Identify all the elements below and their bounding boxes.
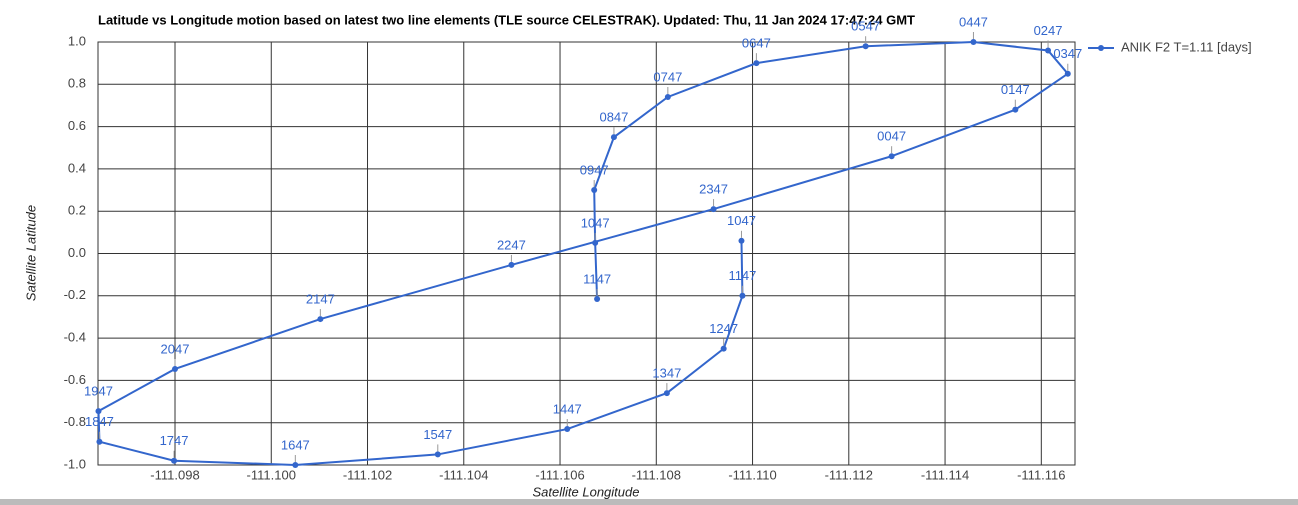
point bbox=[95, 408, 102, 415]
x-tick-label: -111.112 bbox=[825, 467, 873, 482]
x-tick-label: -111.106 bbox=[535, 467, 584, 482]
y-tick-label: -0.4 bbox=[64, 330, 86, 345]
point bbox=[594, 295, 601, 302]
x-axis-title: Satellite Longitude bbox=[533, 484, 640, 499]
point bbox=[610, 134, 617, 141]
point bbox=[1012, 106, 1019, 113]
point-label: 0147 bbox=[1001, 82, 1030, 97]
point bbox=[664, 93, 671, 100]
point-label: 0247 bbox=[1034, 23, 1063, 38]
y-tick-label: -0.6 bbox=[64, 372, 86, 387]
point-label: 2047 bbox=[161, 341, 190, 356]
point-label: 2347 bbox=[699, 182, 728, 197]
point bbox=[720, 345, 727, 352]
point-label: 1347 bbox=[652, 366, 681, 381]
bottom-bar bbox=[0, 499, 1298, 505]
point bbox=[862, 43, 869, 50]
point bbox=[434, 451, 441, 458]
x-tick-label: -111.100 bbox=[247, 467, 296, 482]
y-tick-label: 0.2 bbox=[68, 203, 86, 218]
y-tick-label: 0.4 bbox=[68, 160, 86, 175]
x-tick-label: -111.116 bbox=[1017, 467, 1065, 482]
point-label: 0447 bbox=[959, 14, 988, 29]
series-line bbox=[97, 40, 1070, 467]
legend-label: ANIK F2 T=1.11 [days] bbox=[1121, 39, 1252, 54]
point bbox=[508, 261, 515, 268]
y-tick-label: -1.0 bbox=[64, 456, 86, 471]
point bbox=[970, 39, 977, 45]
point-label: 1147 bbox=[583, 271, 611, 286]
y-tick-label: -0.2 bbox=[64, 287, 86, 302]
point bbox=[564, 426, 571, 433]
chart-title: Latitude vs Longitude motion based on la… bbox=[98, 12, 915, 27]
point bbox=[753, 60, 760, 67]
point-label: 1547 bbox=[423, 427, 452, 442]
point-label: 1747 bbox=[160, 433, 189, 448]
point-label: 0847 bbox=[599, 110, 628, 125]
point-label: 2247 bbox=[497, 237, 526, 252]
point-label: 1447 bbox=[553, 401, 582, 416]
point bbox=[292, 462, 299, 468]
point bbox=[710, 206, 717, 213]
x-tick-label: -111.104 bbox=[439, 467, 488, 482]
y-tick-label: 0.8 bbox=[68, 76, 86, 91]
point bbox=[739, 292, 746, 299]
y-axis-title: Satellite Latitude bbox=[23, 205, 38, 301]
legend-marker bbox=[1098, 45, 1104, 51]
y-tick-label: 0.6 bbox=[68, 118, 86, 133]
point-label: 0547 bbox=[851, 19, 880, 34]
point-label: 0947 bbox=[580, 162, 609, 177]
point-label: 2147 bbox=[306, 292, 335, 307]
point-label: 0647 bbox=[742, 36, 771, 51]
point-label: 1947 bbox=[84, 384, 113, 399]
point bbox=[591, 187, 598, 194]
x-tick-label: -111.108 bbox=[632, 467, 681, 482]
x-tick-label: -111.114 bbox=[921, 467, 969, 482]
y-tick-label: 0.0 bbox=[68, 245, 86, 260]
point-label: 0047 bbox=[877, 129, 906, 144]
point bbox=[96, 438, 103, 445]
point bbox=[1045, 47, 1052, 54]
point bbox=[172, 365, 179, 372]
y-tick-label: 1.0 bbox=[68, 33, 86, 48]
point-label: 1047 bbox=[727, 213, 756, 228]
point-label: 0347 bbox=[1053, 46, 1082, 61]
point bbox=[1064, 70, 1071, 77]
x-tick-label: -111.110 bbox=[728, 467, 776, 482]
point-label: 1647 bbox=[281, 437, 310, 452]
point-label: 1147 bbox=[728, 268, 756, 283]
point-label: 1847 bbox=[85, 414, 114, 429]
plot-frame bbox=[97, 41, 1076, 466]
point-label: 0747 bbox=[653, 69, 682, 84]
point bbox=[738, 237, 745, 244]
x-tick-label: -111.102 bbox=[343, 467, 392, 482]
point bbox=[317, 316, 324, 323]
point-label: 1247 bbox=[709, 321, 738, 336]
point bbox=[888, 153, 895, 160]
point bbox=[171, 457, 178, 464]
y-tick-label: -0.8 bbox=[64, 414, 86, 429]
x-tick-label: -111.098 bbox=[150, 467, 199, 482]
point bbox=[592, 239, 599, 246]
point-label: 1047 bbox=[581, 215, 610, 230]
point bbox=[663, 390, 670, 397]
